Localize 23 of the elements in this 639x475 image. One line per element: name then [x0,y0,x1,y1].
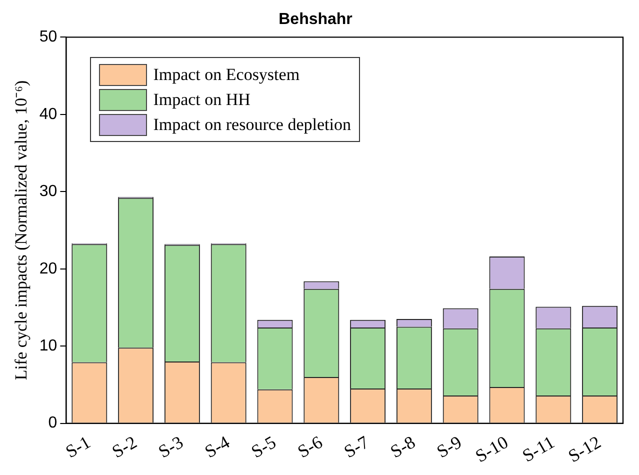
y-tick-label: 0 [48,414,58,432]
y-tick-label: 50 [39,28,58,46]
x-tick-label: S-11 [518,432,558,466]
x-tick-label: S-5 [248,432,280,462]
chart-title: Behshahr [278,11,352,28]
x-tick-label: S-6 [294,432,326,462]
x-tick-label: S-7 [340,432,372,462]
legend-label: Impact on HH [153,90,250,110]
y-tick-label: 40 [39,106,58,123]
x-tick-label: S-8 [386,432,419,462]
y-tick-label: 30 [39,183,58,200]
x-tick-label: S-2 [108,432,140,462]
x-tick-label: S-9 [433,432,465,462]
x-tick-label: S-3 [154,432,187,462]
x-tick-label: S-10 [472,432,512,466]
x-tick-label: S-1 [62,432,94,462]
y-axis-title: Life cycle impacts (Normalized value, 10⁻⁶) [12,80,31,380]
legend-label: Impact on resource depletion [153,114,351,135]
y-tick-label: 20 [39,260,58,278]
x-tick-label: S-4 [201,432,233,462]
y-tick-label: 10 [39,337,58,354]
x-tick-label: S-12 [564,432,604,466]
legend-label: Impact on Ecosystem [153,64,300,85]
